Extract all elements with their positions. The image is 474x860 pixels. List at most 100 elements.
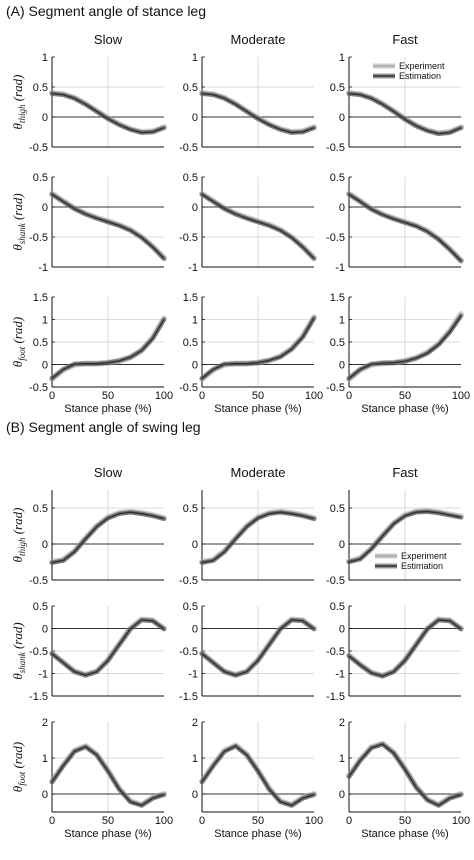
x-tick-label: 100 [452,390,470,402]
y-tick-label: 1 [42,753,48,765]
x-tick-label: 50 [399,815,411,827]
y-tick-label: 0 [339,112,345,124]
x-tick-label: 0 [49,815,55,827]
x-tick-label: 0 [346,390,352,402]
series-line-estimation [51,511,165,564]
x-tick-label: 50 [102,815,114,827]
y-tick-label: 0 [192,539,198,551]
x-tick-label: 50 [252,815,264,827]
y-tick-label: 0 [42,360,48,372]
y-tick-label: 0.5 [33,82,48,94]
y-tick-label: 1 [42,52,48,64]
y-tick-label: 0 [192,112,198,124]
panel-b-foot-moderate: 0 1 2 0 50 100 Stance phase (%) [192,717,323,840]
y-tick-label: 1 [192,753,198,765]
series-line-estimation [348,743,462,807]
y-tick-label: 0.5 [183,82,198,94]
y-tick-label: 1 [192,52,198,64]
column-title-moderate: Moderate [231,465,286,480]
x-tick-label: 100 [155,390,173,402]
column-title-fast: Fast [392,32,418,47]
panel-b-foot-slow: 0 1 2 0 50 100 Stance phase (%) θfoot (rad) [10,717,173,840]
section-title-b: (B) Segment angle of swing leg [6,419,201,435]
y-tick-label: -1 [335,262,345,274]
y-tick-label: -0.5 [29,575,48,587]
y-tick-label: -0.5 [179,575,198,587]
y-tick-label: 0.5 [183,337,198,349]
panel-b-shank-moderate: -1.5 -1 -0.5 0 0.5 [179,601,317,703]
y-tick-label: 0.5 [330,82,345,94]
series-line-estimation [51,193,165,260]
y-tick-label: 0 [42,202,48,214]
y-tick-label: 2 [42,717,48,729]
x-axis-label: Stance phase (%) [214,403,301,415]
x-axis-label: Stance phase (%) [361,828,448,840]
x-axis-label: Stance phase (%) [214,828,301,840]
x-tick-label: 100 [305,390,323,402]
panel-b-foot-fast: 0 1 2 0 50 100 Stance phase (%) [339,717,470,840]
series-line-estimation [201,317,315,379]
x-axis-label: Stance phase (%) [361,403,448,415]
column-title-fast: Fast [392,465,418,480]
y-tick-label: 0 [192,624,198,636]
y-tick-label: 0 [42,539,48,551]
y-tick-label: 0.5 [33,601,48,613]
x-tick-label: 0 [49,390,55,402]
y-tick-label: -0.5 [326,382,345,394]
x-tick-label: 50 [399,390,411,402]
y-tick-label: 0.5 [183,601,198,613]
series-line-estimation [51,319,165,379]
y-tick-label: 0.5 [183,503,198,515]
y-axis-label: θfoot (rad) [10,742,27,792]
panel-a-shank-fast: -1 -0.5 0 0.5 [326,172,464,274]
y-tick-label: 1 [42,315,48,327]
panel-a-shank-moderate: -1 -0.5 0 0.5 [179,172,317,274]
series-line-estimation [51,619,165,676]
y-tick-label: 0 [192,202,198,214]
y-tick-label: 0.5 [33,337,48,349]
series-line-estimation [348,193,462,262]
series-line-estimation [348,510,462,563]
y-axis-label: θshank (rad) [10,193,27,250]
y-tick-label: 0 [42,789,48,801]
y-tick-label: 0 [192,789,198,801]
y-tick-label: -0.5 [326,232,345,244]
x-tick-label: 0 [199,390,205,402]
panel-a-thigh-moderate: -0.5 0 0.5 1 [179,52,317,154]
x-tick-label: 100 [452,815,470,827]
y-axis-label: θthigh (rad) [10,508,27,563]
y-tick-label: -0.5 [326,575,345,587]
y-tick-label: -0.5 [29,232,48,244]
x-tick-label: 100 [155,815,173,827]
y-axis-label: θshank (rad) [10,622,27,679]
y-tick-label: 0.5 [183,172,198,184]
y-axis-label: θfoot (rad) [10,317,27,367]
x-tick-label: 50 [102,390,114,402]
y-tick-label: -1 [188,669,198,681]
y-tick-label: 0 [339,539,345,551]
column-title-slow: Slow [94,32,123,47]
y-tick-label: 0.5 [330,503,345,515]
legend-label-experiment: Experiment [401,551,447,561]
y-tick-label: -0.5 [29,142,48,154]
y-tick-label: 0.5 [33,503,48,515]
series-line-estimation [348,619,462,677]
y-tick-label: 1 [339,753,345,765]
legend-label-estimation: Estimation [399,71,441,81]
y-tick-label: 0 [42,112,48,124]
y-tick-label: -1.5 [326,691,345,703]
y-tick-label: 0.5 [330,601,345,613]
column-title-moderate: Moderate [231,32,286,47]
x-tick-label: 0 [346,815,352,827]
y-tick-label: -0.5 [179,142,198,154]
y-tick-label: 2 [339,717,345,729]
legend-label-experiment: Experiment [399,61,445,71]
